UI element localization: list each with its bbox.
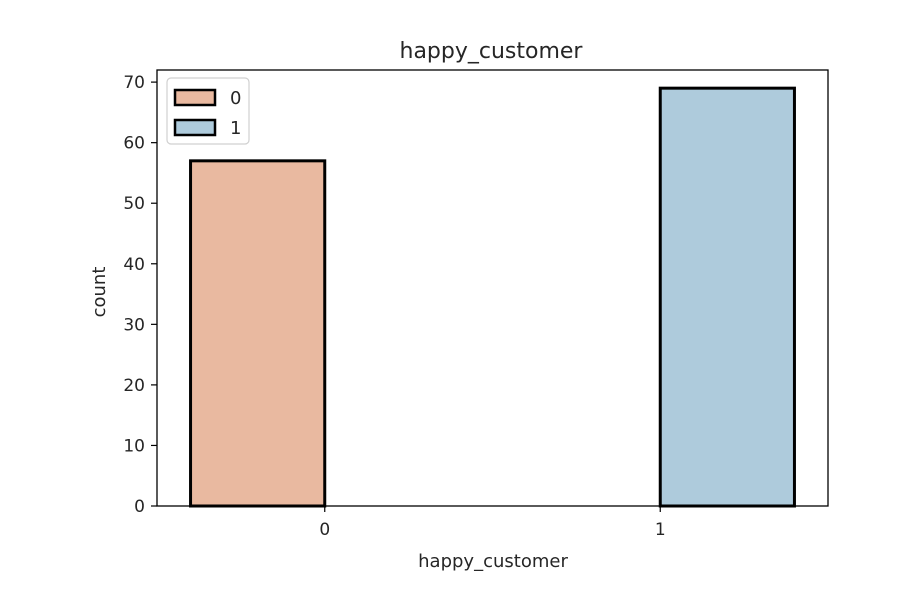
y-tick-label: 20 [123, 376, 145, 396]
y-axis-label: count [89, 267, 110, 318]
plot-frame [156, 69, 829, 507]
y-tick-label: 50 [123, 194, 145, 214]
x-tick-label: 0 [319, 520, 330, 540]
y-tick-label: 0 [134, 497, 145, 517]
legend-swatch-0 [173, 88, 217, 107]
bar-series-0-cat-0 [189, 159, 327, 508]
x-tick-label: 1 [655, 520, 666, 540]
legend-label-1: 1 [230, 118, 241, 139]
y-tick-label: 60 [123, 134, 145, 154]
y-tick-label: 10 [123, 436, 145, 456]
legend-label-0: 0 [230, 88, 241, 109]
x-axis-label: happy_customer [418, 551, 568, 572]
chart-title: happy_customer [400, 39, 584, 64]
legend-swatch-1 [173, 118, 217, 137]
y-tick-label: 70 [123, 73, 145, 93]
y-tick-label: 30 [123, 315, 145, 335]
y-tick-label: 40 [123, 255, 145, 275]
bar-series-1-cat-1 [658, 86, 796, 508]
